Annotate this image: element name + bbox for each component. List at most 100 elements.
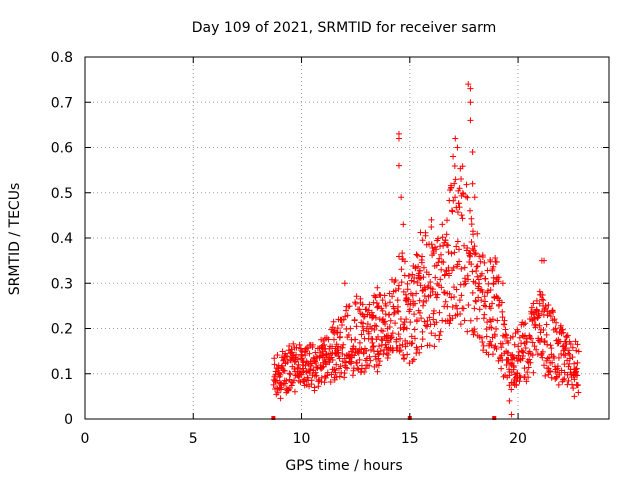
data-point xyxy=(432,274,439,281)
data-point xyxy=(284,359,291,366)
data-point xyxy=(306,350,313,357)
data-point xyxy=(286,342,293,349)
y-tick-label: 0.4 xyxy=(51,231,73,247)
data-point xyxy=(395,162,402,169)
data-point xyxy=(463,181,470,188)
data-point xyxy=(375,362,382,369)
data-point xyxy=(453,302,460,309)
data-point xyxy=(431,343,438,350)
data-point xyxy=(499,340,506,347)
data-point xyxy=(465,81,472,88)
data-point xyxy=(351,317,358,324)
data-point xyxy=(471,305,478,312)
chart-title: Day 109 of 2021, SRMTID for receiver sar… xyxy=(192,20,496,36)
data-point xyxy=(571,393,578,400)
data-point xyxy=(463,193,470,200)
data-point xyxy=(516,372,523,379)
data-point xyxy=(480,347,487,354)
data-point xyxy=(411,300,418,307)
data-point xyxy=(409,340,416,347)
data-point xyxy=(336,373,343,380)
data-point xyxy=(373,323,380,330)
data-point xyxy=(473,315,480,322)
data-point xyxy=(508,386,515,393)
data-point xyxy=(339,321,346,328)
y-tick-label: 0 xyxy=(64,412,73,428)
data-point xyxy=(448,250,455,257)
data-point xyxy=(395,282,402,289)
data-point xyxy=(272,378,279,385)
data-point xyxy=(475,294,482,301)
data-point xyxy=(522,345,529,352)
data-point xyxy=(552,325,559,332)
data-point xyxy=(533,346,540,353)
data-point xyxy=(414,279,421,286)
x-tick-label: 10 xyxy=(293,431,311,447)
data-point xyxy=(499,308,506,315)
data-point xyxy=(468,221,475,228)
data-point xyxy=(366,353,373,360)
data-point xyxy=(361,369,368,376)
data-point xyxy=(464,194,471,201)
y-tick-labels: 0 0.1 0.2 0.3 0.4 0.5 0.6 0.7 0.8 xyxy=(51,50,73,428)
data-point xyxy=(575,389,582,396)
data-point xyxy=(404,286,411,293)
data-point xyxy=(547,342,554,349)
data-point xyxy=(439,317,446,324)
data-point xyxy=(564,371,571,378)
data-point xyxy=(385,339,392,346)
data-point xyxy=(429,286,436,293)
data-point xyxy=(366,301,373,308)
data-point xyxy=(398,279,405,286)
data-point xyxy=(324,372,331,379)
data-point xyxy=(469,268,476,275)
data-point xyxy=(520,349,527,356)
data-point xyxy=(481,311,488,318)
data-point xyxy=(451,293,458,300)
data-point xyxy=(386,290,393,297)
data-point xyxy=(293,344,300,351)
data-point xyxy=(318,336,325,343)
data-point xyxy=(291,365,298,372)
data-point xyxy=(456,185,463,192)
data-point xyxy=(437,328,444,335)
data-point xyxy=(456,297,463,304)
data-point xyxy=(457,310,464,317)
data-point xyxy=(462,280,469,287)
data-point xyxy=(460,305,467,312)
data-point xyxy=(555,381,562,388)
data-point xyxy=(358,331,365,338)
data-point xyxy=(440,289,447,296)
data-point xyxy=(371,322,378,329)
data-point xyxy=(313,372,320,379)
data-point xyxy=(382,341,389,348)
data-point xyxy=(404,301,411,308)
data-point xyxy=(489,351,496,358)
data-point xyxy=(475,283,482,290)
data-point xyxy=(435,259,442,266)
data-point xyxy=(337,363,344,370)
data-point xyxy=(445,249,452,256)
data-point xyxy=(473,298,480,305)
data-point xyxy=(445,272,452,279)
data-point xyxy=(459,215,466,222)
data-point xyxy=(419,328,426,335)
data-point xyxy=(488,324,495,331)
data-point xyxy=(402,343,409,350)
baseline-marker xyxy=(492,416,497,420)
data-point xyxy=(554,363,561,370)
data-point xyxy=(396,342,403,349)
data-point xyxy=(567,355,574,362)
data-point xyxy=(408,277,415,284)
data-point xyxy=(345,303,352,310)
x-tick-label: 5 xyxy=(189,431,198,447)
data-point xyxy=(339,344,346,351)
data-point xyxy=(479,288,486,295)
data-point xyxy=(434,291,441,298)
data-point xyxy=(302,348,309,355)
data-point xyxy=(470,331,477,338)
data-point xyxy=(536,300,543,307)
data-point xyxy=(386,299,393,306)
data-point xyxy=(343,359,350,366)
data-point xyxy=(421,292,428,299)
